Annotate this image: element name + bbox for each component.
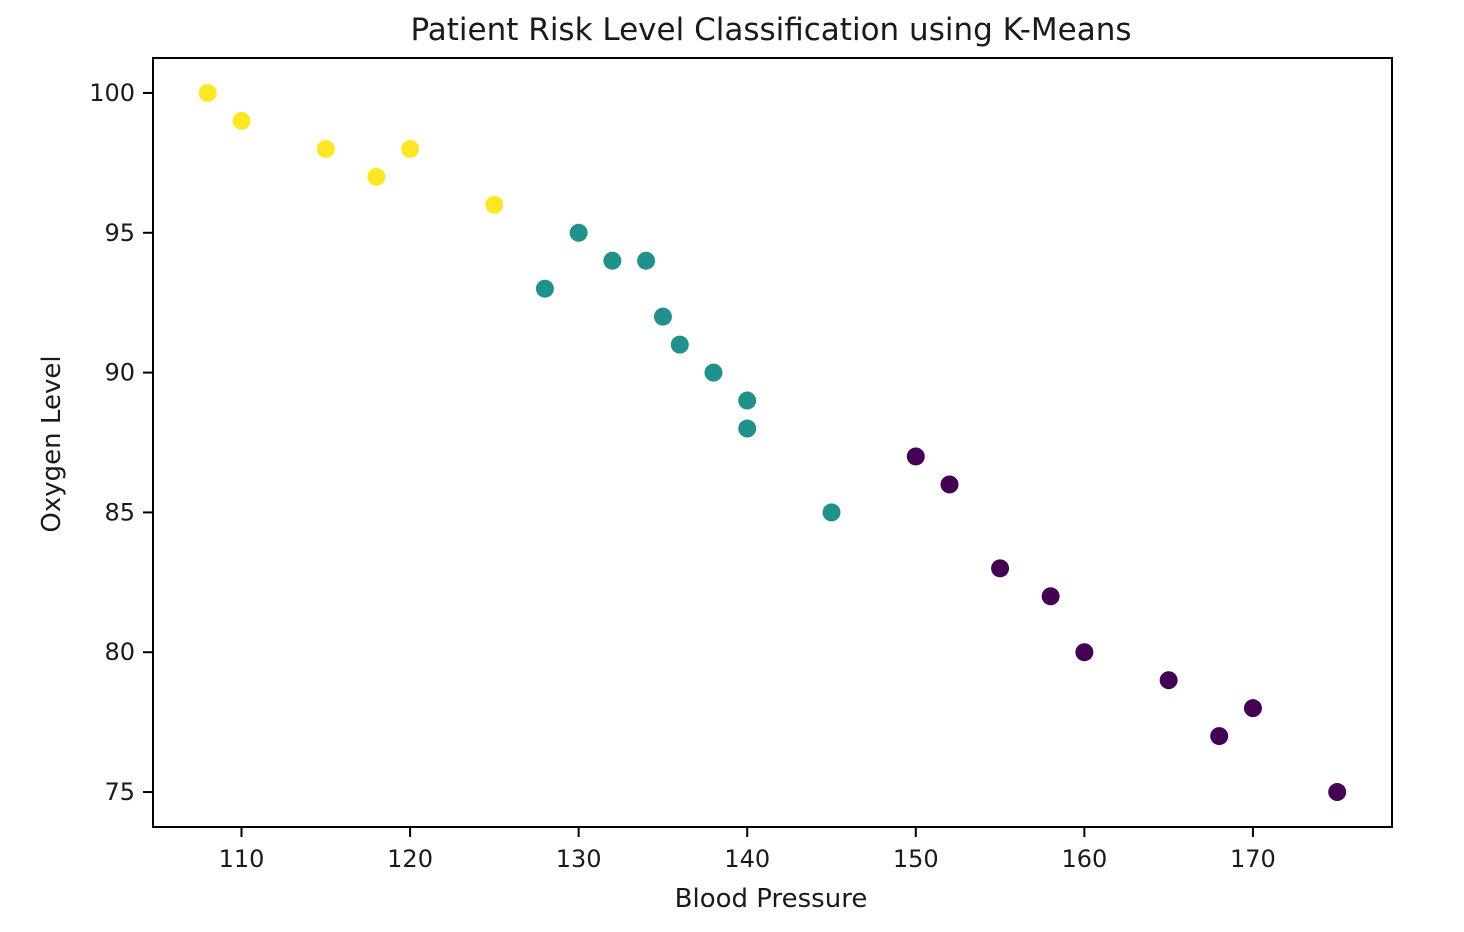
chart-title: Patient Risk Level Classification using … bbox=[410, 12, 1131, 48]
y-tick-label: 100 bbox=[89, 79, 135, 107]
data-point bbox=[1159, 671, 1178, 690]
data-point bbox=[603, 251, 622, 270]
data-point bbox=[535, 279, 554, 298]
y-tick-label: 95 bbox=[104, 219, 135, 247]
data-point bbox=[367, 167, 386, 186]
y-tick-label: 75 bbox=[104, 778, 135, 806]
x-axis-label: Blood Pressure bbox=[675, 884, 868, 914]
plot-frame bbox=[152, 57, 1393, 828]
data-point bbox=[822, 503, 841, 522]
x-tick-label: 150 bbox=[893, 845, 939, 873]
y-axis-label: Oxygen Level bbox=[37, 355, 67, 532]
data-point bbox=[738, 419, 757, 438]
y-tick-label: 80 bbox=[104, 638, 135, 666]
data-point bbox=[401, 139, 420, 158]
data-point bbox=[232, 111, 251, 130]
data-point bbox=[940, 475, 959, 494]
data-point bbox=[569, 223, 588, 242]
x-tick-label: 120 bbox=[387, 845, 433, 873]
data-point bbox=[1041, 587, 1060, 606]
x-tick-label: 170 bbox=[1230, 845, 1276, 873]
data-points bbox=[198, 83, 1347, 802]
data-point bbox=[991, 559, 1010, 578]
data-point bbox=[906, 447, 925, 466]
data-point bbox=[738, 391, 757, 410]
x-tick-label: 110 bbox=[219, 845, 265, 873]
data-point bbox=[704, 363, 723, 382]
data-point bbox=[653, 307, 672, 326]
data-point bbox=[670, 335, 689, 354]
data-point bbox=[485, 195, 504, 214]
axis-ticks: 110 120 130 140 150 160 170 75 80 85 90 95 100 bbox=[89, 79, 1276, 873]
x-tick-label: 160 bbox=[1061, 845, 1107, 873]
y-tick-label: 85 bbox=[104, 498, 135, 526]
data-point bbox=[637, 251, 656, 270]
data-point bbox=[1075, 643, 1094, 662]
x-tick-label: 130 bbox=[556, 845, 602, 873]
data-point bbox=[1328, 783, 1347, 802]
data-point bbox=[1243, 699, 1262, 718]
y-tick-label: 90 bbox=[104, 359, 135, 387]
data-point bbox=[198, 83, 217, 102]
data-point bbox=[1210, 727, 1229, 746]
x-tick-label: 140 bbox=[724, 845, 770, 873]
data-point bbox=[316, 139, 335, 158]
